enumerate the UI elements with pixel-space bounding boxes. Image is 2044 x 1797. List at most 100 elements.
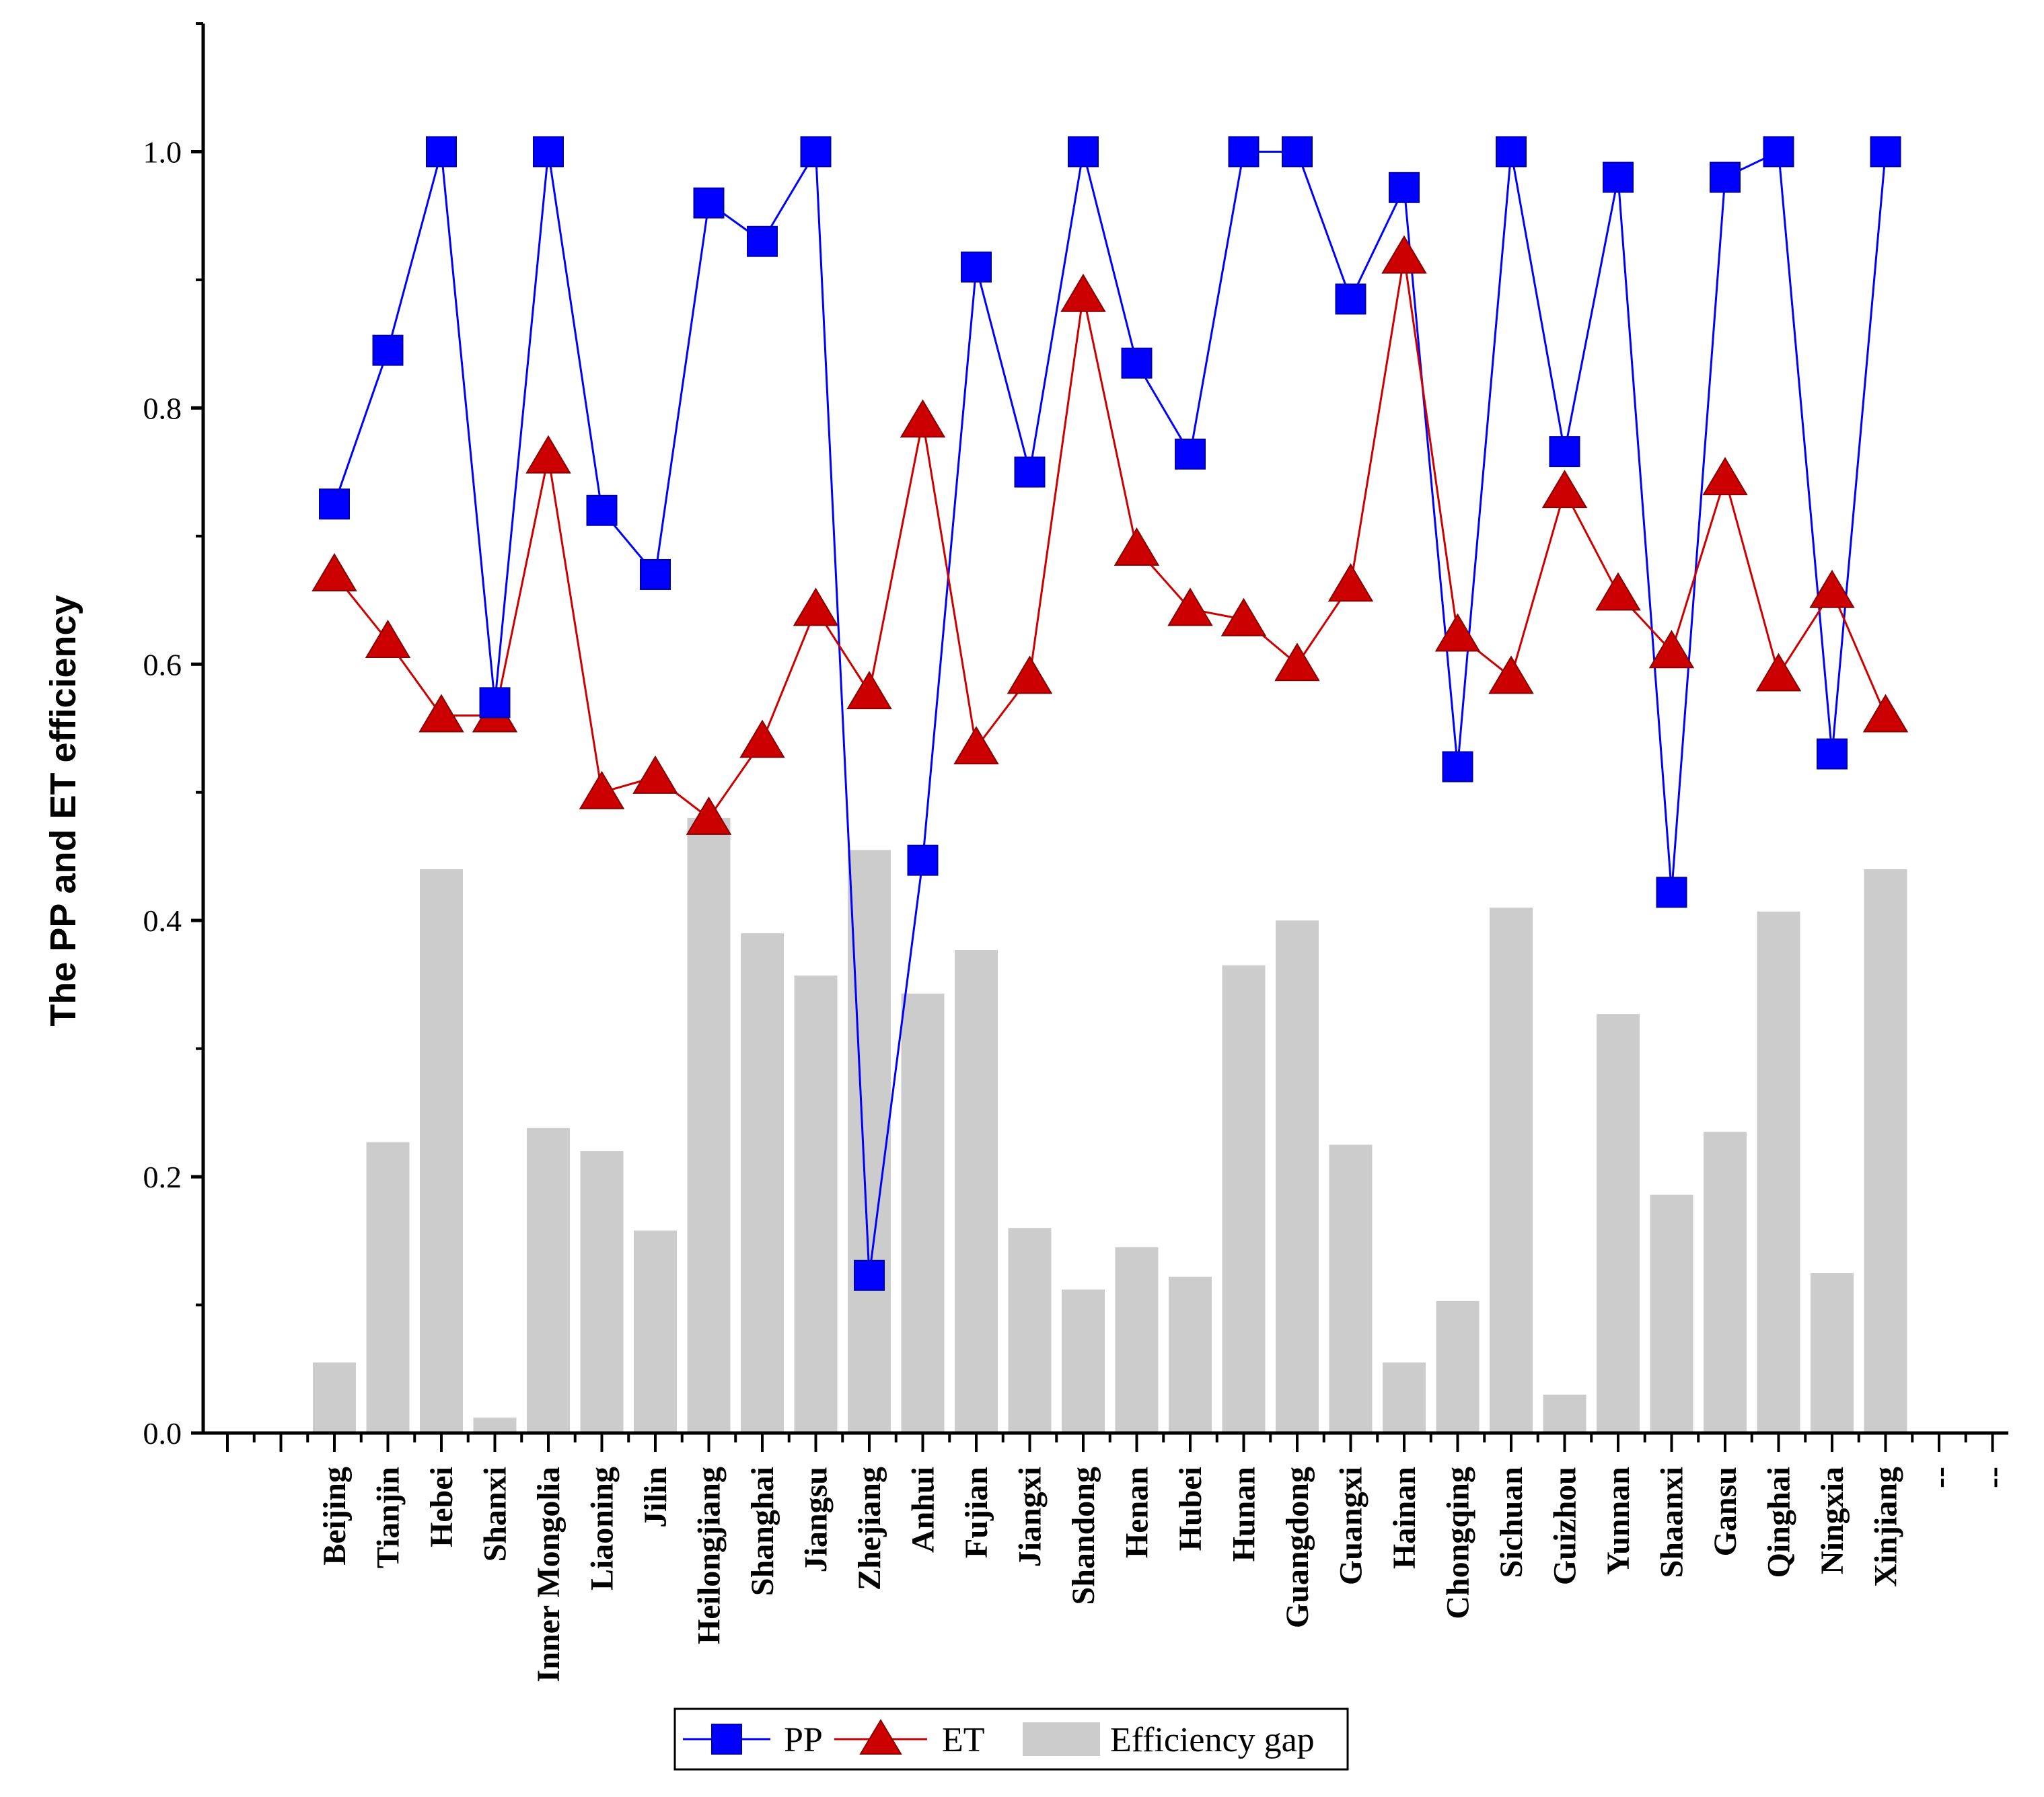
bar-guangdong: [1276, 920, 1319, 1433]
y-tick-label: 0.0: [143, 1416, 182, 1451]
bar-chongqing: [1436, 1300, 1480, 1433]
et-point: [953, 726, 999, 765]
x-tick-label: Beijing: [317, 1467, 353, 1566]
et-point: [793, 587, 839, 626]
bar-yunnan: [1597, 1014, 1640, 1433]
pp-point: [586, 494, 618, 526]
pp-point: [1442, 751, 1473, 782]
pp-point: [1068, 136, 1099, 168]
line-pp: [333, 148, 1887, 1276]
bar-jilin: [634, 1231, 677, 1433]
x-tick-label: Ningxia: [1815, 1467, 1850, 1574]
x-tick-label: Yunnan: [1601, 1467, 1636, 1575]
et-point: [1327, 563, 1374, 602]
bar-hainan: [1383, 1362, 1426, 1433]
pp-point: [1656, 877, 1687, 908]
pp-point: [1603, 161, 1634, 193]
et-point: [525, 435, 571, 474]
bar-xinjiang: [1864, 869, 1907, 1433]
pp-point: [800, 136, 832, 168]
x-tick-label: Qinghai: [1761, 1467, 1797, 1578]
pp-point: [1228, 136, 1260, 168]
line-et: [333, 256, 1887, 819]
x-tick-label: Shanghai: [745, 1467, 780, 1596]
y-tick-label: 0.8: [143, 391, 182, 425]
bar-shandong: [1062, 1289, 1105, 1433]
legend-box: [673, 1708, 1349, 1771]
legend-et-label: ET: [942, 1721, 985, 1759]
pp-point: [1710, 161, 1741, 193]
marker-group: [312, 136, 1909, 1291]
x-tick-label: Henan: [1120, 1467, 1155, 1558]
bar-liaoning: [580, 1151, 624, 1433]
pp-point: [747, 225, 778, 257]
x-tick-label: Liaoning: [585, 1467, 620, 1590]
bar-shanxi: [473, 1418, 517, 1433]
pp-point: [961, 251, 992, 283]
x-tick-label-trailing: --: [1975, 1467, 2011, 1488]
et-point: [1488, 655, 1534, 694]
y-tick-label: 0.4: [143, 904, 182, 938]
bar-jiangxi: [1008, 1228, 1052, 1433]
bar-sichuan: [1490, 908, 1533, 1433]
bar-anhui: [901, 993, 945, 1433]
et-point: [1755, 653, 1802, 692]
x-tick-label: Tianjin: [371, 1467, 406, 1568]
legend-pp-label: PP: [784, 1721, 823, 1759]
pp-point: [854, 1259, 885, 1291]
x-tick-label: Guangxi: [1334, 1467, 1369, 1585]
legend-gap-swatch: [1023, 1722, 1100, 1756]
bar-zhejiang: [848, 850, 891, 1433]
et-point: [1648, 630, 1695, 669]
x-tick-label: Xinjiang: [1868, 1467, 1904, 1587]
et-point: [632, 755, 678, 794]
et-point: [579, 770, 625, 809]
et-point: [1862, 694, 1909, 733]
et-point: [739, 719, 785, 758]
pp-point: [1496, 136, 1527, 168]
bar-henan: [1115, 1247, 1159, 1433]
pp-point: [1175, 438, 1206, 470]
et-point: [846, 671, 892, 710]
pp-point: [1389, 172, 1420, 203]
pp-point: [1549, 436, 1580, 468]
bar-hunan: [1222, 965, 1266, 1433]
et-point: [1274, 643, 1320, 682]
x-tick-label: Hainan: [1387, 1467, 1422, 1569]
et-point: [1114, 527, 1160, 566]
pp-point: [533, 136, 564, 168]
x-tick-label: Jilin: [638, 1467, 673, 1528]
bar-guangxi: [1329, 1144, 1373, 1433]
y-tick-label: 0.2: [143, 1160, 182, 1194]
x-tick-label: Shaanxi: [1654, 1467, 1690, 1578]
pp-point: [1335, 283, 1366, 315]
x-tick-label: Hubei: [1173, 1467, 1208, 1551]
x-tick-label: Hunan: [1227, 1467, 1262, 1562]
et-point: [900, 399, 946, 438]
et-point: [686, 796, 732, 835]
bar-beijing: [313, 1362, 356, 1433]
bar-gansu: [1704, 1132, 1747, 1433]
legend-pp-marker: [711, 1724, 742, 1755]
et-point: [1220, 597, 1267, 636]
legend-et-marker: [859, 1719, 902, 1755]
et-point: [1809, 569, 1855, 608]
x-tick-label: Guangdong: [1280, 1467, 1315, 1628]
et-point: [418, 694, 464, 733]
bar-shanghai: [741, 933, 784, 1433]
et-point: [365, 620, 411, 658]
et-point: [1167, 587, 1213, 626]
bar-fujian: [955, 949, 998, 1433]
bar-heilongjiang: [687, 817, 731, 1433]
pp-point: [1282, 136, 1313, 168]
pp-point: [426, 136, 457, 168]
pp-point: [319, 488, 350, 520]
et-point: [1381, 235, 1427, 274]
pp-point: [479, 687, 511, 719]
axes: 0.0 0.2 0.4 0.6 0.8 1.0 Beijing Tianjin Hebei Sha…: [143, 22, 2011, 1682]
x-tick-label: Shandong: [1066, 1467, 1101, 1605]
pp-point: [1121, 347, 1153, 379]
x-tick-label: Shanxi: [478, 1467, 513, 1562]
bar-hubei: [1169, 1276, 1212, 1433]
